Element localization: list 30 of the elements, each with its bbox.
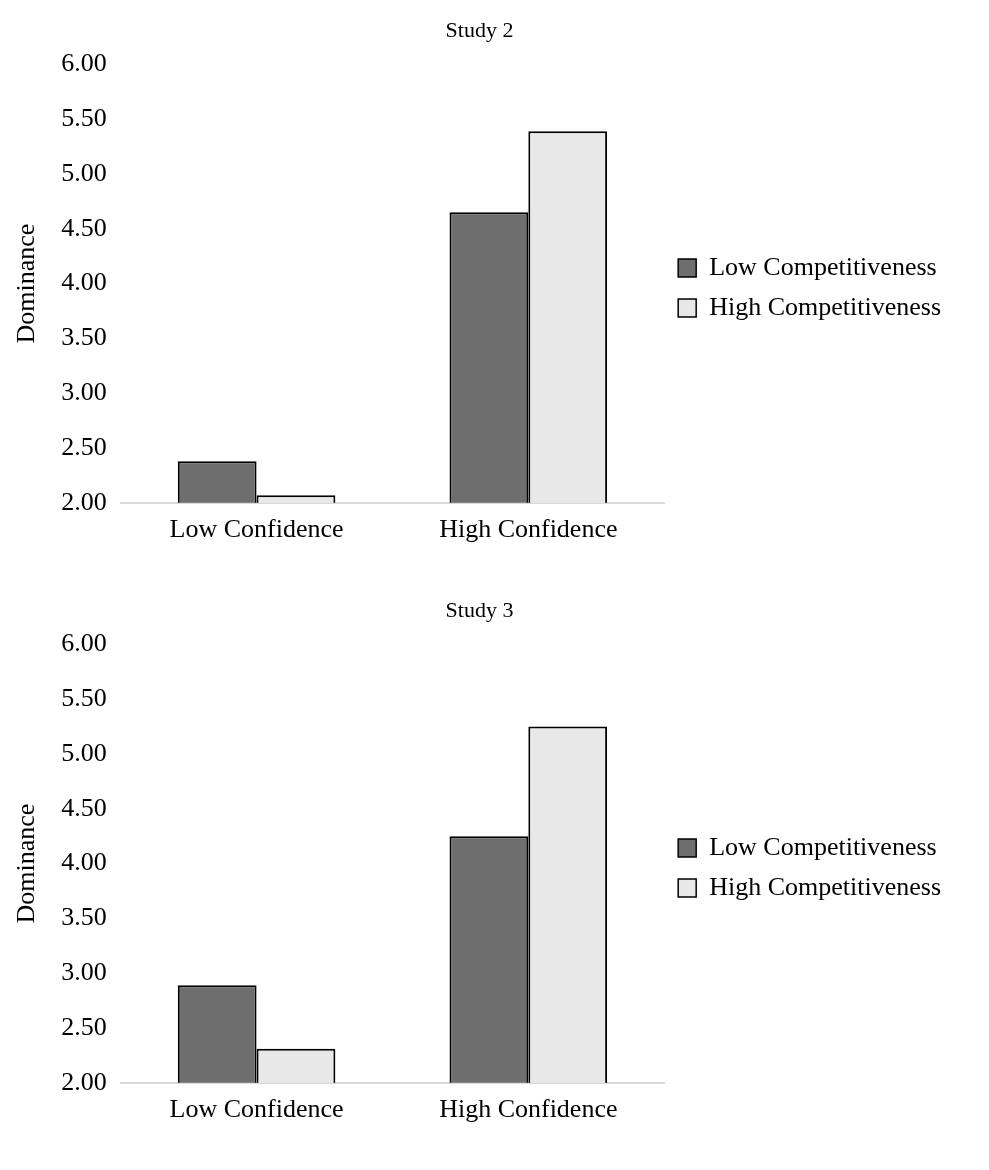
y-tick-label: 4.00 — [61, 847, 107, 877]
y-tick-label: 6.00 — [61, 628, 107, 658]
y-tick-label: 3.50 — [61, 902, 107, 932]
legend-label: Low Competitiveness — [709, 251, 937, 281]
y-tick-label: 2.00 — [61, 486, 107, 516]
y-tick-label: 3.00 — [61, 957, 107, 987]
chart-title: Study 3 — [445, 596, 514, 622]
y-tick-label: 6.00 — [61, 48, 107, 78]
y-tick-label: 3.00 — [61, 377, 107, 407]
legend-label: Low Competitiveness — [709, 831, 937, 861]
y-tick-label: 2.00 — [61, 1066, 107, 1096]
chart-title: Study 2 — [445, 16, 514, 42]
legend-label: High Competitiveness — [709, 871, 942, 901]
x-tick-label: High Confidence — [439, 1094, 618, 1124]
y-tick-label: 4.00 — [61, 267, 107, 297]
y-tick-label: 5.50 — [61, 103, 107, 133]
y-tick-label: 2.50 — [61, 431, 107, 461]
y-tick-label: 3.50 — [61, 322, 107, 352]
y-tick-label: 2.50 — [61, 1011, 107, 1041]
y-axis-title: Dominance — [11, 803, 41, 924]
legend-label: High Competitiveness — [709, 291, 942, 321]
x-tick-label: Low Confidence — [169, 1094, 344, 1124]
y-tick-label: 4.50 — [61, 792, 107, 822]
y-tick-label: 4.50 — [61, 212, 107, 242]
y-axis-title: Dominance — [11, 223, 41, 344]
x-tick-label: Low Confidence — [169, 514, 344, 544]
y-tick-label: 5.50 — [61, 683, 107, 713]
y-tick-label: 5.00 — [61, 157, 107, 187]
x-tick-label: High Confidence — [439, 514, 618, 544]
y-tick-label: 5.00 — [61, 737, 107, 767]
